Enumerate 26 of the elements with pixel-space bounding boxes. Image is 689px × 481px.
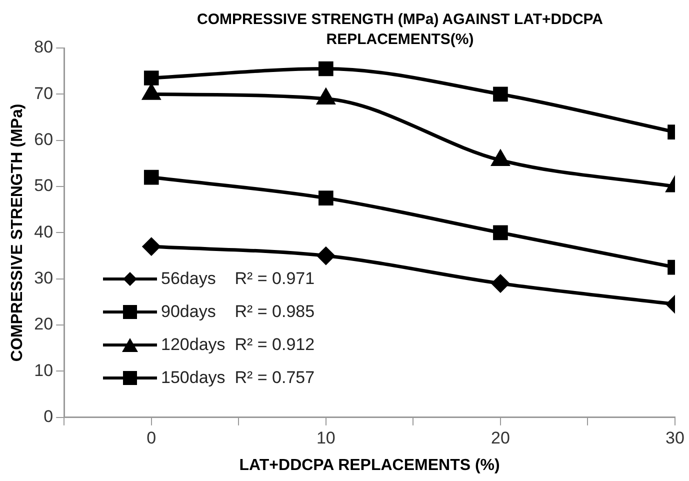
x-tick-label: 10 (316, 428, 336, 448)
y-tick-label: 50 (34, 176, 54, 196)
x-axis-title: LAT+DDCPA REPLACEMENTS (%) (239, 456, 500, 474)
y-axis-title: COMPRESSIVE STRENGTH (MPa) (9, 104, 26, 362)
y-tick-label: 60 (34, 130, 54, 150)
y-tick-label: 20 (34, 314, 54, 334)
x-tick-label: 0 (146, 428, 156, 448)
point (142, 238, 160, 256)
legend-label: 90days R² = 0.985 (161, 302, 315, 322)
x-tick-label: 30 (666, 428, 684, 448)
y-tick-label: 0 (44, 407, 54, 426)
y-tick-label: 10 (34, 360, 54, 380)
y-tick-label: 40 (34, 222, 54, 242)
point (317, 247, 335, 265)
x-tick-label: 20 (491, 428, 510, 448)
point (144, 70, 159, 86)
point (144, 170, 159, 185)
point (318, 61, 334, 76)
point (318, 190, 334, 206)
legend-label: 120days R² = 0.912 (161, 334, 315, 354)
legend-label: 56days R² = 0.971 (161, 268, 315, 288)
legend-label: 150days R² = 0.757 (161, 368, 315, 388)
y-tick-label: 30 (34, 268, 54, 288)
y-tick-label: 70 (34, 84, 54, 103)
y-tick-label: 80 (34, 38, 54, 57)
chart-title: COMPRESSIVE STRENGTH (MPa) AGAINST LAT+DDCPA REPLACEMENTS(%) (196, 10, 604, 50)
